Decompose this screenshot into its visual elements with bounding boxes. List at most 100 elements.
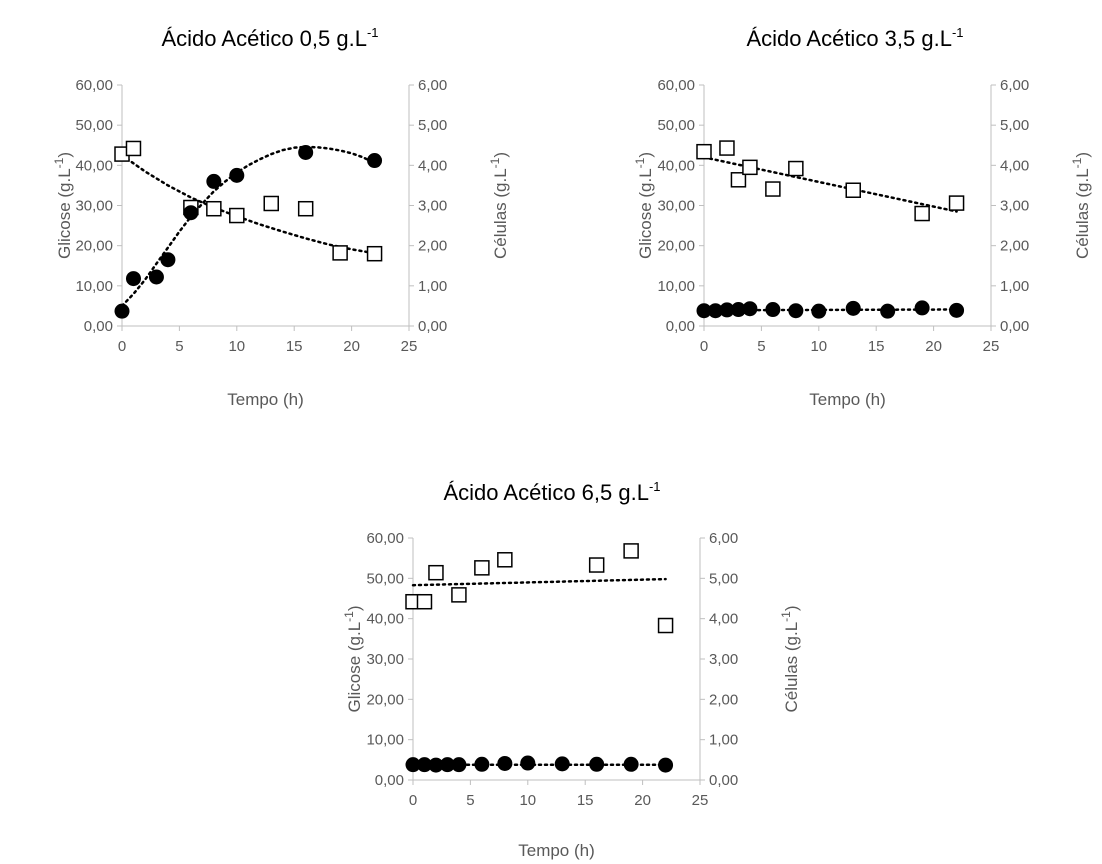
left-y-axis-label-close: ) (636, 152, 655, 158)
chart-title-superscript: -1 (367, 25, 379, 40)
right-y-tick-label: 1,00 (418, 278, 447, 295)
cell-point (206, 173, 222, 189)
right-y-tick-label: 0,00 (1000, 318, 1029, 335)
cell-point (742, 301, 758, 317)
right-y-tick-label: 6,00 (418, 77, 447, 94)
right-y-tick-label: 3,00 (709, 651, 738, 668)
glucose-point (206, 200, 222, 217)
glucose-point (125, 140, 142, 157)
glucose-point (730, 172, 747, 188)
x-tick-label: 0 (700, 338, 708, 355)
cell-point (623, 756, 639, 772)
cell-point (114, 303, 130, 319)
cell-point (788, 303, 804, 319)
chart-title-text: Ácido Acético 3,5 g.L (746, 26, 951, 51)
right-y-axis-label-close: ) (1073, 152, 1092, 158)
left-y-tick-label: 0,00 (666, 318, 695, 335)
chart-panel-2: 0,00 10,00 20,00 30,00 40,00 50,00 60,00 0,00 1,… (633, 25, 1092, 409)
glucose-point (914, 205, 930, 222)
left-y-tick-label: 50,00 (75, 117, 113, 134)
left-y-axis-label-close: ) (345, 605, 364, 611)
left-y-tick-label: 60,00 (75, 77, 113, 94)
glucose-point (948, 195, 965, 211)
cell-point (439, 757, 455, 773)
cell-point (719, 302, 735, 318)
cell-point (125, 271, 141, 287)
right-y-tick-label: 3,00 (1000, 198, 1029, 215)
cell-point (183, 205, 199, 221)
glucose-point (623, 543, 639, 559)
chart-title-superscript: -1 (952, 25, 964, 40)
x-tick-label: 0 (118, 338, 126, 355)
glucose-point (297, 200, 314, 217)
glucose-point (497, 552, 513, 568)
right-y-axis-label-close: ) (491, 152, 510, 158)
x-tick-label: 15 (868, 338, 885, 355)
cell-point (298, 144, 314, 160)
x-tick-label: 20 (925, 338, 942, 355)
glucose-point (696, 143, 712, 160)
cell-point (949, 302, 965, 318)
cell-point (428, 757, 444, 773)
left-y-tick-label: 20,00 (75, 238, 113, 255)
right-y-axis-label-text: Células (g.L (782, 622, 801, 713)
x-tick-label: 10 (228, 338, 245, 355)
right-y-axis-label-close: ) (782, 605, 801, 611)
x-tick-label: 25 (983, 338, 1000, 355)
right-y-tick-label: 2,00 (709, 691, 738, 708)
left-y-axis-label-superscript: -1 (342, 611, 356, 622)
cell-point (520, 755, 536, 771)
left-y-tick-label: 60,00 (366, 530, 404, 547)
right-y-axis-label-text: Células (g.L (1073, 168, 1092, 259)
cell-point (451, 757, 467, 773)
glucose-point (588, 557, 605, 573)
right-y-tick-label: 1,00 (709, 732, 738, 749)
trendline-2 (120, 145, 376, 308)
cell-point (405, 757, 421, 773)
glucose-point (657, 617, 674, 634)
right-y-tick-label: 4,00 (709, 611, 738, 628)
cell-point (696, 303, 712, 319)
glucose-point (765, 181, 781, 197)
left-y-tick-label: 40,00 (657, 157, 695, 174)
glucose-point (416, 593, 433, 610)
left-y-tick-label: 30,00 (366, 651, 404, 668)
x-tick-label: 15 (286, 338, 303, 355)
cell-point (229, 167, 245, 183)
right-y-tick-label: 5,00 (418, 117, 447, 134)
left-y-axis-label: Glicose (g.L-1) (342, 605, 364, 712)
x-tick-label: 25 (692, 792, 709, 809)
left-y-tick-label: 40,00 (366, 611, 404, 628)
right-y-tick-label: 6,00 (709, 530, 738, 547)
chart-title-text: Ácido Acético 0,5 g.L (161, 26, 366, 51)
x-tick-label: 5 (175, 338, 183, 355)
cell-point (914, 300, 930, 316)
right-y-axis-label-superscript: -1 (779, 611, 793, 622)
x-tick-label: 5 (466, 792, 474, 809)
glucose-point (366, 245, 383, 262)
chart-panel-3: 0,00 10,00 20,00 30,00 40,00 50,00 60,00 0,00 1,… (342, 479, 801, 860)
left-y-tick-label: 20,00 (366, 691, 404, 708)
left-y-tick-label: 0,00 (375, 772, 404, 789)
right-y-axis-label: Células (g.L-1) (1070, 152, 1092, 259)
cell-point (474, 756, 490, 772)
trendline-1 (120, 154, 376, 255)
glucose-point (788, 160, 804, 177)
glucose-point (229, 207, 245, 224)
cell-point (148, 269, 164, 285)
cell-point (589, 756, 605, 772)
x-axis-label: Tempo (h) (518, 841, 595, 860)
glucose-point (263, 195, 279, 212)
right-y-tick-label: 5,00 (1000, 117, 1029, 134)
left-y-tick-label: 50,00 (366, 570, 404, 587)
glucose-point (742, 159, 758, 176)
right-y-tick-label: 4,00 (418, 157, 447, 174)
cell-point (811, 303, 827, 319)
left-y-tick-label: 40,00 (75, 157, 113, 174)
cell-point (554, 756, 570, 772)
left-y-axis-label-text: Glicose (g.L (55, 168, 74, 259)
right-y-axis-label-text: Células (g.L (491, 168, 510, 259)
cell-point (880, 303, 896, 319)
x-tick-label: 20 (634, 792, 651, 809)
x-axis-label: Tempo (h) (227, 390, 304, 409)
